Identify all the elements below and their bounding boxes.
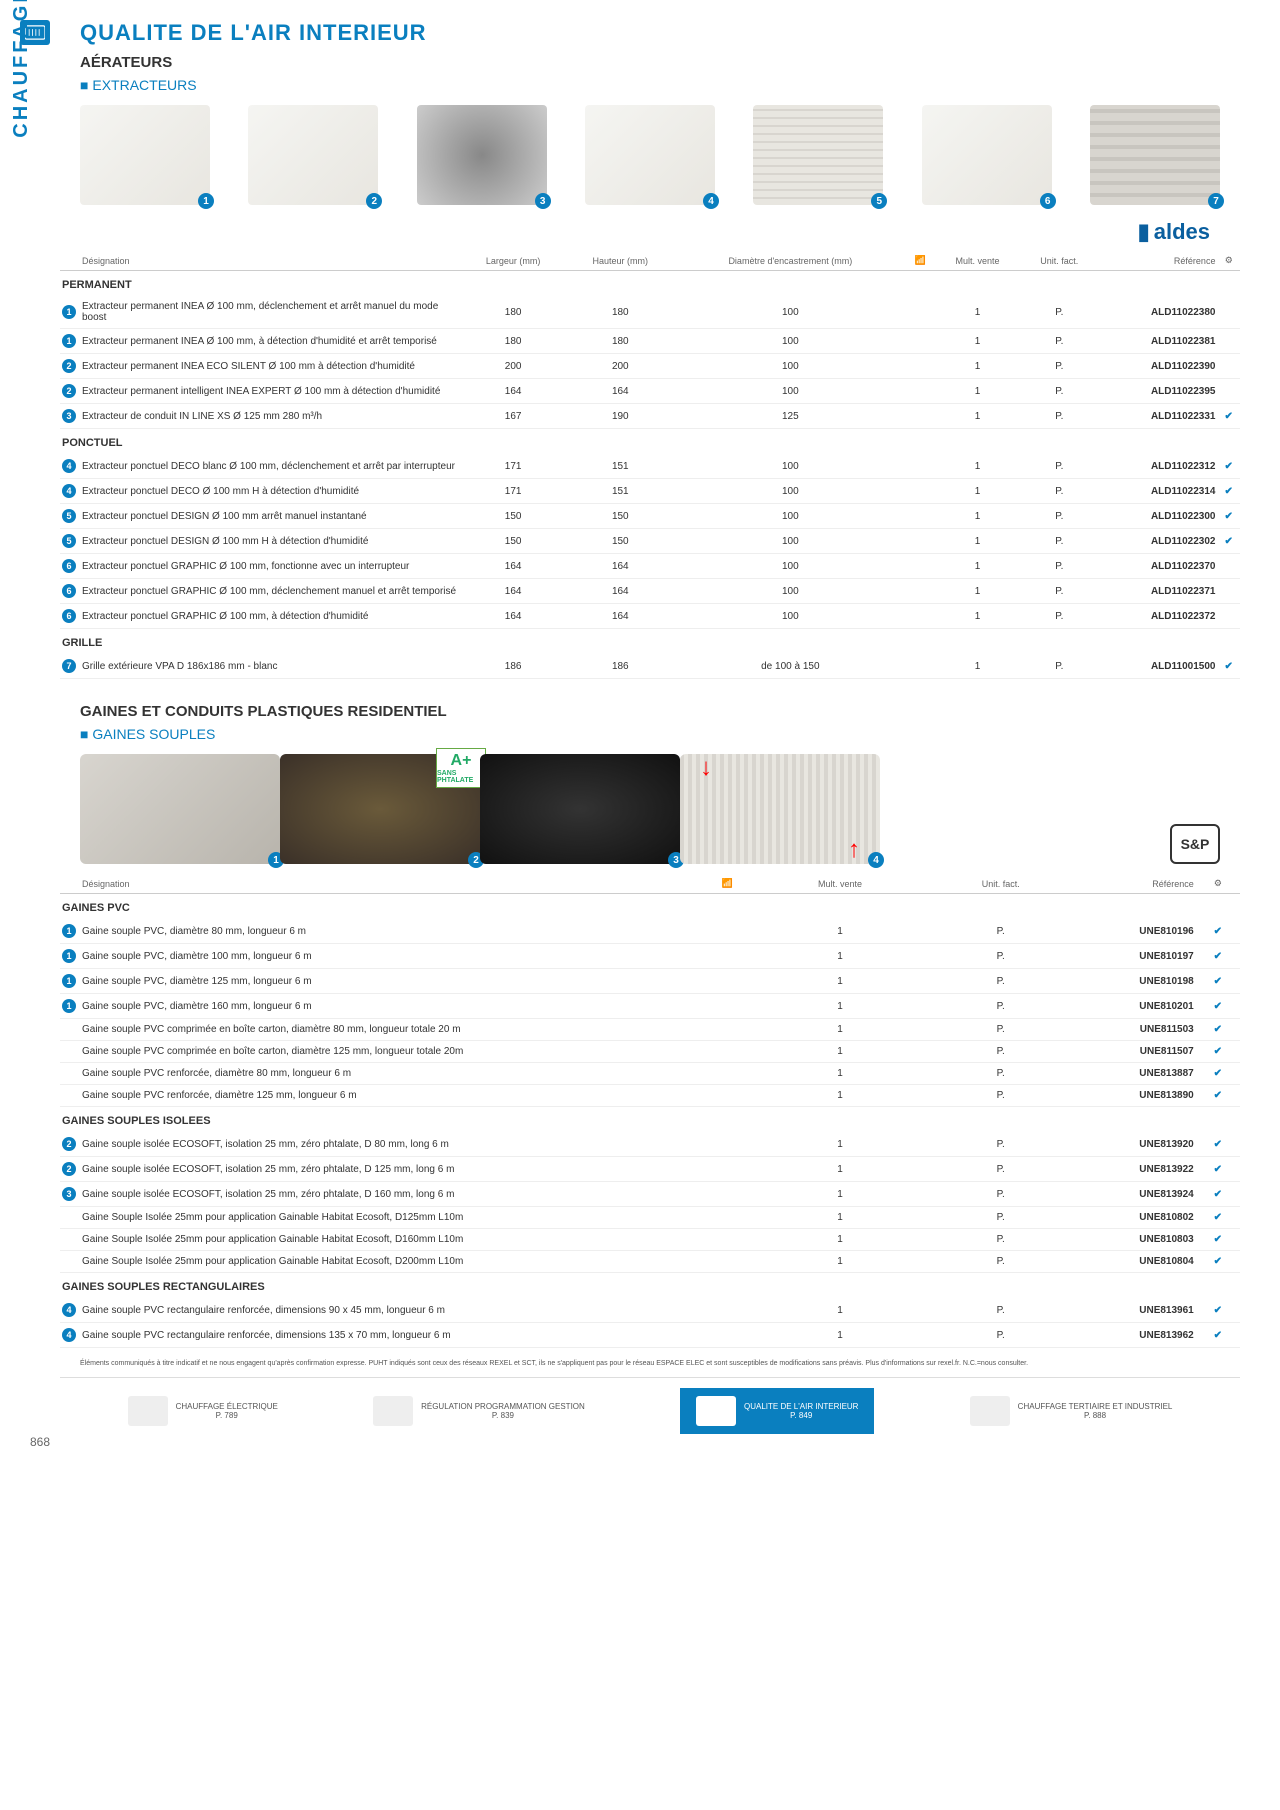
subsection-gaines-souples: GAINES SOUPLES [80,726,1240,742]
gaine-image-2: 2A+SANS PHTALATE [280,754,480,864]
footer-nav: CHAUFFAGE ÉLECTRIQUEP. 789 RÉGULATION PR… [60,1377,1240,1444]
col-largeur: Largeur (mm) [460,251,566,271]
col-ref: Référence [1097,251,1217,271]
table-row: 5Extracteur ponctuel DESIGN Ø 100 mm arr… [60,504,1240,529]
col-designation: Désignation [80,251,460,271]
table-row: 1Extracteur permanent INEA Ø 100 mm, à d… [60,329,1240,354]
table-row: 2Extracteur permanent INEA ECO SILENT Ø … [60,354,1240,379]
product-image-5: 5 [753,105,883,205]
table-row: Gaine souple PVC renforcée, diamètre 125… [60,1085,1240,1107]
table-row: Gaine Souple Isolée 25mm pour applicatio… [60,1229,1240,1251]
footer-tertiaire[interactable]: CHAUFFAGE TERTIAIRE ET INDUSTRIELP. 888 [970,1396,1173,1426]
section-header: GRILLE [60,629,1240,655]
col-stock-icon: ⚙ [1217,251,1240,271]
table-row: 4Extracteur ponctuel DECO blanc Ø 100 mm… [60,454,1240,479]
product-image-6: 6 [922,105,1052,205]
col-diametre: Diamètre d'encastrement (mm) [674,251,906,271]
section-gaines: GAINES ET CONDUITS PLASTIQUES RESIDENTIE… [80,703,1240,720]
col-hauteur: Hauteur (mm) [566,251,674,271]
disclaimer-text: Éléments communiqués à titre indicatif e… [80,1360,1220,1367]
section-header: GAINES SOUPLES RECTANGULAIRES [60,1273,1240,1299]
table-row: Gaine Souple Isolée 25mm pour applicatio… [60,1207,1240,1229]
table-row: 6Extracteur ponctuel GRAPHIC Ø 100 mm, à… [60,604,1240,629]
table-row: 5Extracteur ponctuel DESIGN Ø 100 mm H à… [60,529,1240,554]
table-row: 7Grille extérieure VPA D 186x186 mm - bl… [60,654,1240,679]
footer-chauffage-elec[interactable]: CHAUFFAGE ÉLECTRIQUEP. 789 [128,1396,278,1426]
table-row: 1Gaine souple PVC, diamètre 100 mm, long… [60,944,1240,969]
product-image-4: 4 [585,105,715,205]
gaine-image-4: 4↓↑ [680,754,880,864]
gaine-image-1: 1 [80,754,280,864]
table-row: 4Gaine souple PVC rectangulaire renforcé… [60,1323,1240,1348]
footer-regulation[interactable]: RÉGULATION PROGRAMMATION GESTIONP. 839 [373,1396,585,1426]
table-row: 2Gaine souple isolée ECOSOFT, isolation … [60,1157,1240,1182]
table-row: Gaine souple PVC comprimée en boîte cart… [60,1041,1240,1063]
table-row: 1Extracteur permanent INEA Ø 100 mm, déc… [60,296,1240,329]
product-image-2: 2 [248,105,378,205]
table-row: 4Gaine souple PVC rectangulaire renforcé… [60,1298,1240,1323]
col-stock-icon-2: ⚙ [1196,874,1240,894]
footer-qualite-air[interactable]: QUALITE DE L'AIR INTERIEURP. 849 [680,1388,874,1434]
table-row: Gaine Souple Isolée 25mm pour applicatio… [60,1251,1240,1273]
table-row: Gaine souple PVC renforcée, diamètre 80 … [60,1063,1240,1085]
gaines-images-row: 1 2A+SANS PHTALATE 3 4↓↑ S&P [60,754,1240,864]
product-images-row: 1 2 3 4 5 6 7 [60,105,1240,205]
table-row: 3Extracteur de conduit IN LINE XS Ø 125 … [60,404,1240,429]
section-header: GAINES SOUPLES ISOLEES [60,1107,1240,1133]
subsection-extracteurs: EXTRACTEURS [80,77,1240,93]
table-row: 2Extracteur permanent intelligent INEA E… [60,379,1240,404]
col-unit: Unit. fact. [1021,251,1097,271]
gaines-table: Désignation 📶 Mult. vente Unit. fact. Ré… [60,874,1240,1348]
extracteurs-table: Désignation Largeur (mm) Hauteur (mm) Di… [60,251,1240,679]
table-row: 2Gaine souple isolée ECOSOFT, isolation … [60,1132,1240,1157]
col-mult: Mult. vente [934,251,1021,271]
section-header: GAINES PVC [60,894,1240,920]
col-wifi-icon-2: 📶 [700,874,754,894]
table-row: 1Gaine souple PVC, diamètre 160 mm, long… [60,994,1240,1019]
col-mult-2: Mult. vente [754,874,925,894]
section-header: PERMANENT [60,271,1240,297]
col-unit-2: Unit. fact. [926,874,1076,894]
section-aerateurs: AÉRATEURS [80,54,1240,71]
table-row: 6Extracteur ponctuel GRAPHIC Ø 100 mm, d… [60,579,1240,604]
gaine-image-3: 3 [480,754,680,864]
product-image-7: 7 [1090,105,1220,205]
page-title: QUALITE DE L'AIR INTERIEUR [60,20,1240,46]
brand-sp: S&P [1170,824,1220,864]
table-row: 1Gaine souple PVC, diamètre 125 mm, long… [60,969,1240,994]
col-designation-2: Désignation [80,874,700,894]
table-row: 6Extracteur ponctuel GRAPHIC Ø 100 mm, f… [60,554,1240,579]
col-ref-2: Référence [1076,874,1196,894]
page-number: 868 [30,1435,50,1449]
table-row: 3Gaine souple isolée ECOSOFT, isolation … [60,1182,1240,1207]
product-image-1: 1 [80,105,210,205]
brand-aldes: aldes [60,213,1240,251]
table-row: 1Gaine souple PVC, diamètre 80 mm, longu… [60,919,1240,944]
table-row: 4Extracteur ponctuel DECO Ø 100 mm H à d… [60,479,1240,504]
table-row: Gaine souple PVC comprimée en boîte cart… [60,1019,1240,1041]
side-category-label: CHAUFFAGE ÉLECTRIQUE, ECS, PAC AIR-AIR E… [10,0,33,250]
col-wifi-icon: 📶 [906,251,934,271]
section-header: PONCTUEL [60,429,1240,455]
product-image-3: 3 [417,105,547,205]
